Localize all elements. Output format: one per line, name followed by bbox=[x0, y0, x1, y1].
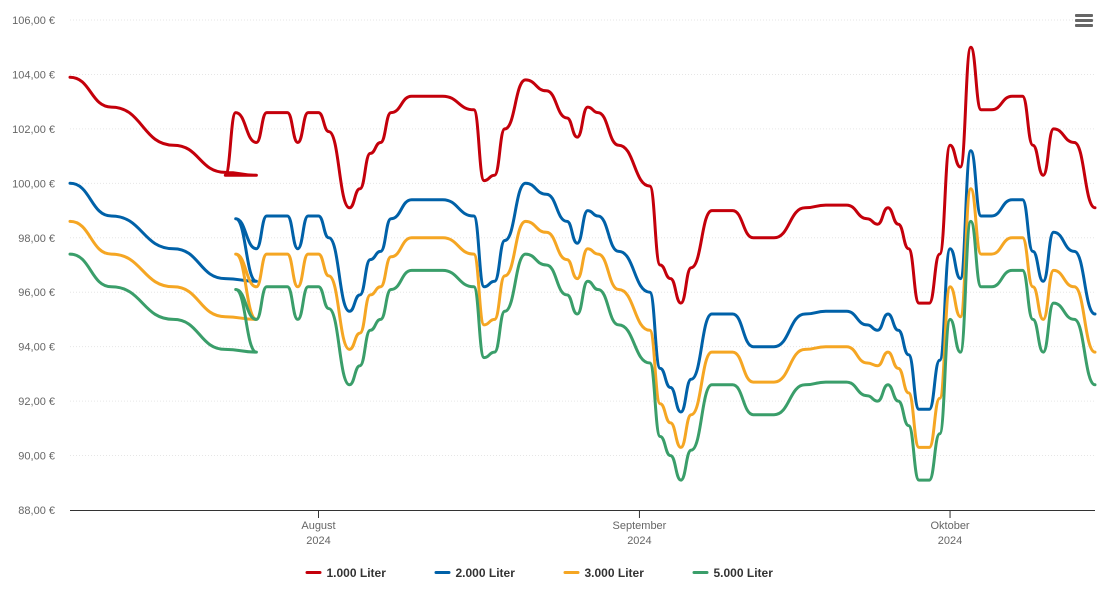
legend-label: 2.000 Liter bbox=[456, 566, 516, 580]
chart-menu-icon[interactable] bbox=[1075, 12, 1093, 30]
legend-swatch bbox=[563, 571, 580, 574]
x-tick-year: 2024 bbox=[938, 535, 962, 547]
x-tick-month: Oktober bbox=[930, 520, 969, 532]
legend: 1.000 Liter 2.000 Liter 3.000 Liter 5.000 L… bbox=[305, 566, 774, 580]
x-tick-year: 2024 bbox=[627, 535, 651, 547]
x-axis: August 2024 September 2024 Oktober 2024 bbox=[70, 510, 1095, 547]
x-tick-year: 2024 bbox=[306, 535, 330, 547]
y-tick-label: 94,00 € bbox=[18, 342, 55, 354]
legend-swatch bbox=[434, 571, 451, 574]
legend-label: 3.000 Liter bbox=[585, 566, 645, 580]
x-tick-month: September bbox=[613, 520, 667, 532]
y-tick-label: 98,00 € bbox=[18, 233, 55, 245]
y-tick-label: 96,00 € bbox=[18, 287, 55, 299]
legend-label: 1.000 Liter bbox=[327, 566, 387, 580]
series-line-4[interactable] bbox=[68, 219, 1097, 482]
legend-item-4[interactable]: 5.000 Liter bbox=[692, 566, 774, 580]
y-tick-label: 106,00 € bbox=[12, 15, 55, 27]
legend-item-1[interactable]: 1.000 Liter bbox=[305, 566, 387, 580]
y-tick-label: 100,00 € bbox=[12, 178, 55, 190]
legend-label: 5.000 Liter bbox=[714, 566, 774, 580]
y-axis: 88,00 € 90,00 € 92,00 € 94,00 € 96,00 € 98,00… bbox=[12, 15, 55, 517]
y-tick-label: 104,00 € bbox=[12, 69, 55, 81]
legend-item-2[interactable]: 2.000 Liter bbox=[434, 566, 516, 580]
series-line-2[interactable] bbox=[68, 149, 1097, 414]
series-line-3[interactable] bbox=[68, 187, 1097, 449]
legend-item-3[interactable]: 3.000 Liter bbox=[563, 566, 645, 580]
y-tick-label: 88,00 € bbox=[18, 505, 55, 517]
series-lines bbox=[68, 45, 1097, 482]
legend-swatch bbox=[305, 571, 322, 574]
x-tick-month: August bbox=[301, 520, 335, 532]
y-tick-label: 92,00 € bbox=[18, 396, 55, 408]
y-tick-label: 90,00 € bbox=[18, 451, 55, 463]
legend-swatch bbox=[692, 571, 709, 574]
y-tick-label: 102,00 € bbox=[12, 124, 55, 136]
series-line-1[interactable] bbox=[68, 45, 1097, 305]
